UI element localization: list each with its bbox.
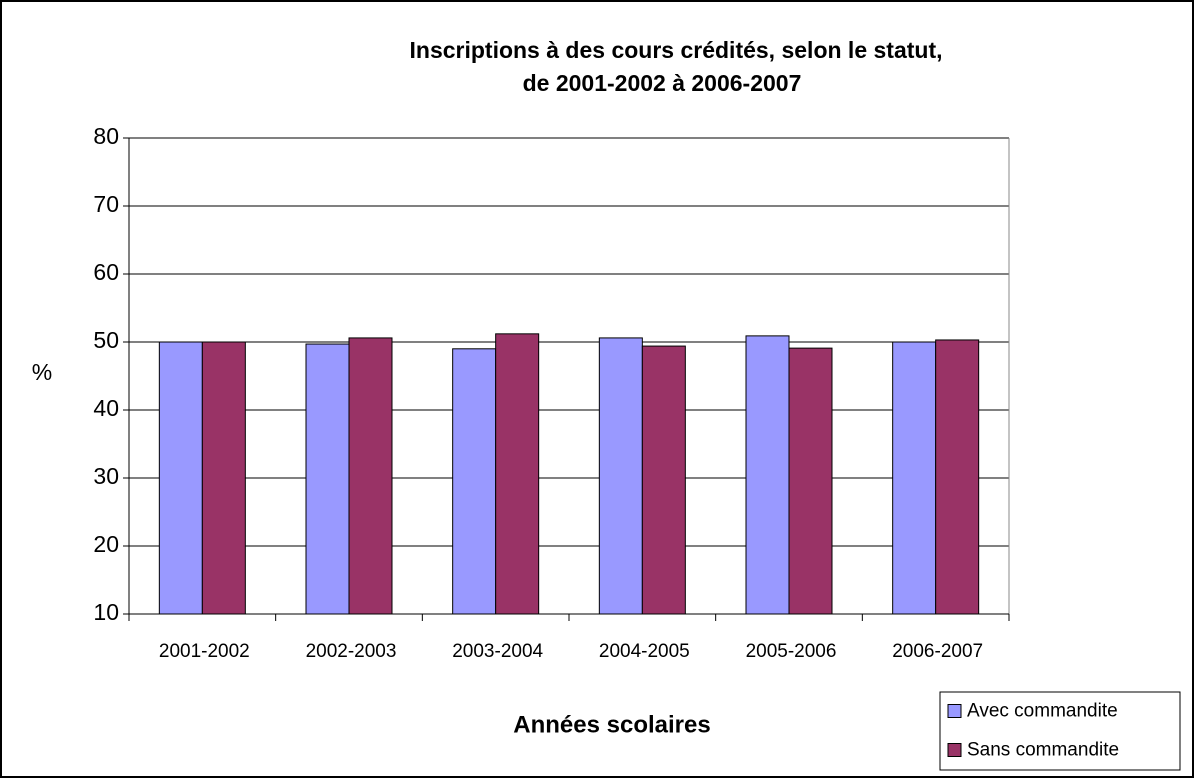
bar <box>935 339 980 615</box>
y-tick-label: 30 <box>93 463 119 489</box>
bar <box>201 341 246 615</box>
x-tick-label: 2005-2006 <box>746 641 837 662</box>
y-tick-label: 40 <box>93 395 119 421</box>
y-tick-label: 80 <box>93 123 119 149</box>
legend-swatch <box>947 743 962 757</box>
bar <box>788 347 833 615</box>
y-tick-label: 50 <box>93 327 119 353</box>
y-tick-label: 10 <box>93 599 119 625</box>
x-tick-label: 2001-2002 <box>159 641 250 662</box>
bar <box>598 337 643 615</box>
bar <box>892 341 937 615</box>
x-tick-label: 2004-2005 <box>599 641 690 662</box>
x-tick-label: 2003-2004 <box>452 641 543 662</box>
bar <box>641 345 686 615</box>
bar <box>348 337 393 615</box>
x-tick-label: 2006-2007 <box>892 641 983 662</box>
x-tick-label: 2002-2003 <box>306 641 397 662</box>
y-axis-label: % <box>32 359 52 385</box>
chart-title: de 2001-2002 à 2006-2007 <box>523 70 802 96</box>
y-tick-label: 70 <box>93 191 119 217</box>
legend-label: Avec commandite <box>967 701 1118 722</box>
legend-box <box>939 691 1181 771</box>
bar <box>452 348 497 615</box>
bar <box>158 341 203 615</box>
legend-label: Sans commandite <box>967 740 1119 761</box>
bar <box>305 343 350 615</box>
x-axis-label: Années scolaires <box>513 711 710 738</box>
y-tick-label: 20 <box>93 531 119 557</box>
bar <box>495 333 540 615</box>
bar <box>745 335 790 615</box>
y-tick-label: 60 <box>93 259 119 285</box>
legend-swatch <box>947 704 962 718</box>
chart-title: Inscriptions à des cours crédités, selon… <box>410 37 943 63</box>
